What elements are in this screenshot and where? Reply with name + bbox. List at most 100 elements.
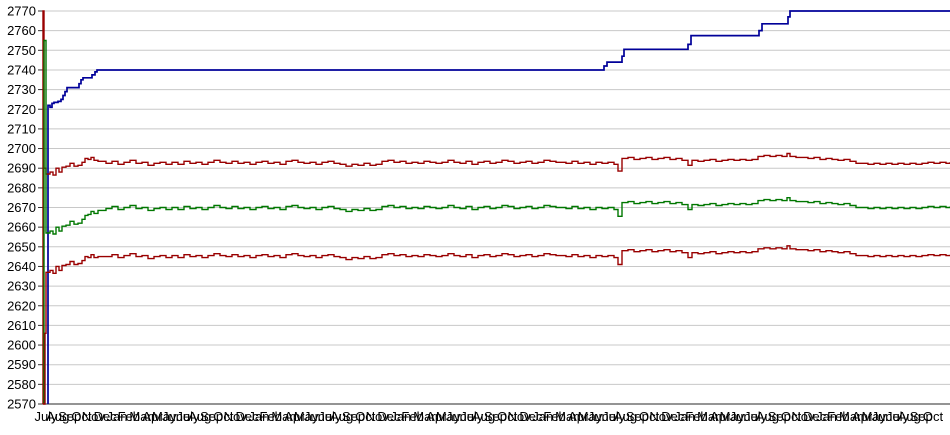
x-axis-label: July (886, 409, 910, 424)
y-axis-label: 2630 (7, 279, 36, 294)
y-axis-label: 2650 (7, 239, 36, 254)
x-axis-label: Jan (390, 409, 411, 424)
x-axis-label: Jan (532, 409, 553, 424)
x-axis-label: Sep (58, 409, 81, 424)
x-axis-label: Oct (781, 409, 802, 424)
y-axis-label: 2770 (7, 4, 36, 19)
x-axis-label: July (34, 409, 58, 424)
x-axis-label: June (446, 409, 474, 424)
x-axis-label: Aug (614, 409, 637, 424)
x-axis-label: Jan (248, 409, 269, 424)
x-axis-label: Mar (271, 409, 294, 424)
x-axis-label: Aug (898, 409, 921, 424)
y-axis-label: 2710 (7, 121, 36, 136)
x-axis-label: July (744, 409, 768, 424)
x-axis-labels-group: JulyAugSepOctNovDecJanFebMarAprMayJuneJu… (34, 409, 943, 424)
x-axis-label: Jan (674, 409, 695, 424)
x-axis-label: Feb (827, 409, 849, 424)
x-axis-label: Apr (426, 409, 447, 424)
x-axis-label: May (862, 409, 887, 424)
y-axis-label: 2670 (7, 200, 36, 215)
x-axis-label: Aug (188, 409, 211, 424)
x-axis-label: Oct (639, 409, 660, 424)
x-axis-label: Mar (413, 409, 436, 424)
y-axis-label: 2640 (7, 259, 36, 274)
x-axis-label: July (460, 409, 484, 424)
x-axis-label: May (720, 409, 745, 424)
x-axis-label: May (436, 409, 461, 424)
middle-green-line (43, 39, 950, 404)
y-axis-label: 2600 (7, 338, 36, 353)
x-axis-label: Dec (235, 409, 259, 424)
y-axis-label: 2620 (7, 298, 36, 313)
y-axis-label: 2690 (7, 161, 36, 176)
lower-red-line (43, 245, 950, 405)
x-axis-label: June (588, 409, 616, 424)
y-axis-label: 2720 (7, 102, 36, 117)
x-axis-label: Apr (710, 409, 731, 424)
y-axis-label: 2750 (7, 43, 36, 58)
axes-group (38, 10, 950, 405)
x-axis-label: Apr (284, 409, 305, 424)
x-axis-label: Mar (129, 409, 152, 424)
gridlines-group (43, 10, 950, 385)
x-axis-label: June (304, 409, 332, 424)
x-axis-label: Dec (377, 409, 401, 424)
x-axis-label: Sep (200, 409, 223, 424)
x-axis-label: Dec (94, 409, 118, 424)
y-axis-label: 2570 (7, 397, 36, 412)
x-axis-label: Feb (118, 409, 140, 424)
x-axis-label: Dec (519, 409, 543, 424)
x-axis-label: Mar (839, 409, 862, 424)
x-axis-label: Nov (82, 409, 106, 424)
x-axis-label: Apr (852, 409, 873, 424)
x-axis-label: Oct (213, 409, 234, 424)
x-axis-label: Oct (355, 409, 376, 424)
y-axis-label: 2700 (7, 141, 36, 156)
x-axis-label: Feb (685, 409, 707, 424)
x-axis-label: Mar (555, 409, 578, 424)
x-axis-label: May (294, 409, 319, 424)
x-axis-label: July (176, 409, 200, 424)
x-axis-label: Nov (649, 409, 673, 424)
y-axis-label: 2680 (7, 180, 36, 195)
x-axis-label: Sep (342, 409, 365, 424)
x-axis-label: Nov (791, 409, 815, 424)
x-axis-label: Nov (508, 409, 532, 424)
x-axis-label: Sep (910, 409, 933, 424)
x-axis-label: Apr (142, 409, 163, 424)
x-axis-label: Aug (46, 409, 69, 424)
x-axis-label: Feb (260, 409, 282, 424)
x-axis-label: July (602, 409, 626, 424)
x-axis-label: June (730, 409, 758, 424)
x-axis-label: Mar (697, 409, 720, 424)
x-axis-label: July (318, 409, 342, 424)
x-axis-label: Oct (923, 409, 944, 424)
x-axis-label: Aug (330, 409, 353, 424)
y-axis-labels-group: 2770 2760 2750 2740 2730 2720 2710 2700 2690 2680… (7, 4, 36, 412)
x-axis-label: Jan (816, 409, 837, 424)
y-axis-label: 2760 (7, 23, 36, 38)
x-axis-label: June (872, 409, 900, 424)
x-axis-label: Feb (401, 409, 423, 424)
y-axis-label: 2610 (7, 318, 36, 333)
x-axis-label: Apr (568, 409, 589, 424)
stepped-blue-line (47, 10, 950, 404)
y-axis-label: 2660 (7, 220, 36, 235)
x-axis-label: Dec (803, 409, 827, 424)
x-axis-label: Aug (472, 409, 495, 424)
x-axis-label: Sep (484, 409, 507, 424)
x-axis-label: Oct (71, 409, 92, 424)
x-axis-label: Jan (106, 409, 127, 424)
x-axis-label: Nov (366, 409, 390, 424)
x-axis-label: Aug (756, 409, 779, 424)
x-axis-label: Feb (543, 409, 565, 424)
y-axis-label: 2580 (7, 377, 36, 392)
y-axis-label: 2590 (7, 357, 36, 372)
upper-red-line (42, 10, 950, 404)
x-axis-label: Sep (626, 409, 649, 424)
x-axis-label: May (152, 409, 177, 424)
x-axis-label: Sep (768, 409, 791, 424)
